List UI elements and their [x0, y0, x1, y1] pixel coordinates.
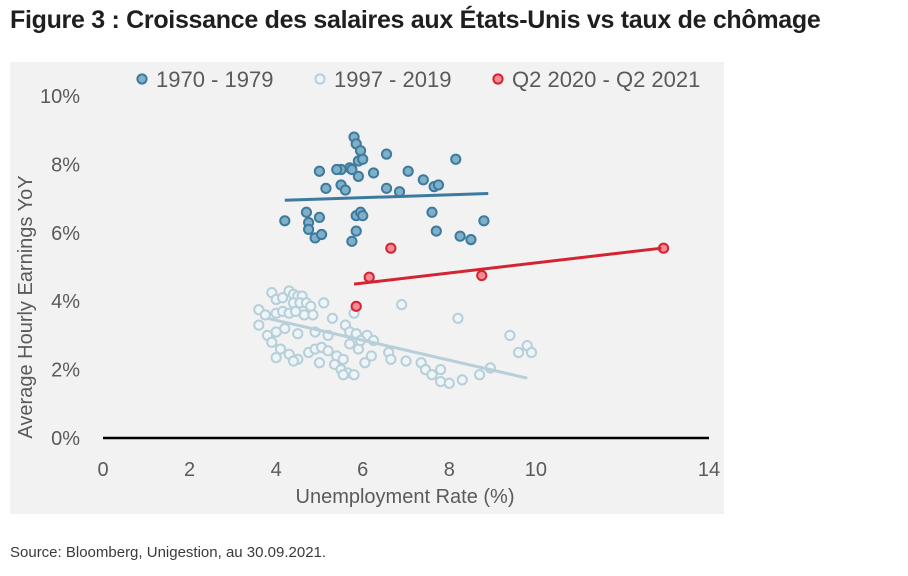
y-tick-label: 10% — [40, 86, 80, 108]
y-axis-ticks: 0% 2% 4% 6% 8% 10% — [40, 86, 80, 450]
data-point-1970s — [380, 148, 393, 160]
legend-marker — [314, 73, 326, 85]
data-point-1997-2019 — [365, 350, 377, 362]
y-tick-label: 2% — [51, 360, 80, 382]
legend-marker — [136, 73, 148, 85]
data-point-1997-2019 — [253, 319, 265, 331]
x-axis-ticks: 0 2 4 6 8 10 14 — [97, 459, 720, 481]
data-point-1970s — [454, 230, 466, 242]
data-point-1997-2019 — [318, 297, 330, 309]
data-point-1997-2019 — [473, 369, 486, 381]
data-point-1970s — [357, 210, 369, 222]
trend-line-2020-2021 — [353, 246, 662, 286]
data-point-1997-2019 — [525, 346, 538, 359]
data-point-1970s — [313, 211, 326, 224]
data-point-1970s — [478, 215, 490, 227]
data-point-1997-2019 — [400, 355, 412, 367]
data-point-1997-2019 — [456, 374, 468, 386]
data-point-1997-2019 — [259, 309, 271, 321]
data-point-1997-2019 — [443, 377, 455, 389]
data-point-1970s — [346, 163, 358, 176]
data-point-1970s — [303, 223, 315, 235]
y-tick-label: 8% — [51, 154, 80, 176]
x-tick-label: 2 — [184, 459, 195, 481]
data-point-1970s — [426, 206, 438, 218]
data-point-1997-2019 — [435, 375, 447, 388]
data-point-1997-2019 — [322, 345, 334, 357]
data-point-1970s — [320, 182, 332, 194]
data-point-1997-2019 — [512, 346, 525, 359]
data-point-1997-2019 — [435, 364, 447, 376]
source-note: Source: Bloomberg, Unigestion, au 30.09.… — [10, 544, 327, 561]
y-tick-label: 0% — [51, 428, 80, 450]
y-axis-label: Average Hourly Earnings YoY — [15, 175, 37, 438]
legend-label: Q2 2020 - Q2 2021 — [512, 67, 700, 92]
data-point-1970s — [465, 234, 477, 246]
data-point-2020-2021 — [350, 300, 362, 312]
data-point-1970s — [339, 184, 351, 196]
data-point-1997-2019 — [337, 353, 349, 365]
legend-label: 1970 - 1979 — [156, 67, 273, 92]
data-point-2020-2021 — [476, 269, 488, 282]
data-point-1997-2019 — [337, 369, 349, 381]
y-tick-label: 6% — [51, 223, 80, 245]
legend-label: 1997 - 2019 — [334, 67, 451, 92]
data-point-1970s — [352, 170, 364, 182]
data-point-1997-2019 — [359, 357, 371, 369]
chart-title: Figure 3 : Croissance des salaires aux É… — [10, 6, 821, 34]
data-point-1970s — [313, 165, 326, 177]
data-point-1970s — [279, 215, 291, 227]
data-point-1970s — [402, 165, 414, 177]
data-point-1997-2019 — [344, 338, 356, 350]
legend: 1970 - 1979 1997 - 2019 Q2 2020 - Q2 2021 — [136, 67, 700, 92]
trend-lines — [267, 191, 662, 380]
data-point-1997-2019 — [307, 309, 319, 321]
legend-marker — [492, 73, 504, 85]
data-point-1970s — [331, 163, 343, 176]
data-point-1997-2019 — [266, 336, 278, 348]
data-point-1970s — [432, 179, 445, 191]
data-point-1997-2019 — [426, 369, 438, 381]
x-axis-label: Unemployment Rate (%) — [296, 486, 515, 508]
data-point-1970s — [357, 153, 369, 165]
data-point-1970s — [430, 225, 442, 237]
data-point-1997-2019 — [348, 369, 360, 381]
data-point-2020-2021 — [385, 242, 397, 254]
x-tick-label: 10 — [525, 459, 547, 481]
data-point-1997-2019 — [452, 312, 464, 324]
data-point-1997-2019 — [279, 322, 291, 335]
data-point-1970s — [380, 182, 393, 194]
trend-line-1997-2019 — [267, 316, 528, 380]
data-point-1997-2019 — [326, 312, 339, 324]
data-point-1997-2019 — [287, 355, 300, 367]
trend-line-1970s — [284, 191, 489, 202]
data-point-1970s — [417, 174, 429, 186]
x-tick-label: 0 — [97, 459, 108, 481]
data-point-1970s — [367, 167, 380, 179]
data-point-1997-2019 — [396, 299, 408, 311]
x-tick-label: 4 — [271, 459, 282, 481]
data-point-1997-2019 — [504, 329, 516, 341]
data-point-1997-2019 — [385, 353, 397, 365]
data-point-1970s — [350, 225, 362, 237]
x-tick-label: 6 — [357, 459, 368, 481]
data-point-1970s — [450, 153, 462, 165]
data-point-1997-2019 — [274, 343, 287, 355]
x-tick-label: 8 — [444, 459, 455, 481]
data-point-1997-2019 — [313, 357, 326, 369]
data-point-1970s — [315, 228, 328, 241]
data-point-1970s — [300, 206, 313, 218]
y-tick-label: 4% — [51, 291, 80, 313]
data-point-1997-2019 — [277, 292, 289, 304]
x-tick-label: 14 — [698, 459, 720, 481]
data-point-1997-2019 — [270, 352, 282, 364]
data-point-1970s — [346, 235, 358, 247]
data-points — [253, 131, 670, 389]
data-point-1997-2019 — [292, 328, 304, 340]
